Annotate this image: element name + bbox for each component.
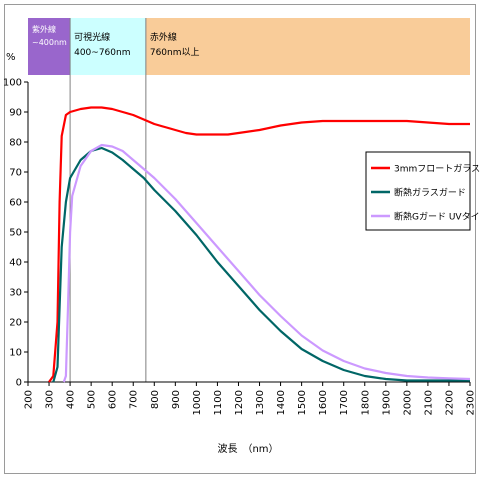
- x-axis-label: 波長 （nm）: [217, 442, 278, 455]
- series-line-0: [48, 106, 470, 383]
- x-tick-label: 1700: [339, 390, 350, 415]
- y-axis-label: %: [6, 52, 16, 63]
- x-tick-label: 1900: [381, 390, 392, 415]
- x-tick-label: 1800: [360, 390, 371, 415]
- x-tick-label: 600: [108, 390, 119, 409]
- y-tick-label: 90: [9, 108, 22, 119]
- legend-label-0: 3mmフロートガラス: [394, 164, 480, 175]
- series-line-1: [52, 146, 470, 383]
- x-tick-label: 900: [171, 390, 182, 409]
- band-0: [28, 18, 71, 75]
- band-1: [70, 18, 146, 75]
- x-tick-label: 2300: [466, 390, 477, 415]
- y-tick-label: 40: [9, 258, 22, 269]
- x-tick-label: 800: [150, 390, 161, 409]
- y-tick-label: 70: [9, 168, 22, 179]
- band-2: [145, 18, 470, 75]
- x-tick-label: 2000: [402, 390, 413, 415]
- band-sub-label-0: ~400nm: [32, 38, 67, 47]
- y-tick-label: 20: [9, 318, 22, 329]
- x-tick-label: 1500: [297, 390, 308, 415]
- x-tick-label: 500: [87, 390, 98, 409]
- x-tick-label: 1600: [318, 390, 329, 415]
- legend-label-1: 断熱ガラスガード: [394, 187, 466, 199]
- x-tick-label: 1400: [276, 390, 287, 415]
- x-tick-label: 1200: [234, 390, 245, 415]
- series-lines: [48, 106, 471, 383]
- y-tick-label: 60: [9, 198, 22, 209]
- x-tick-label: 400: [66, 390, 77, 409]
- x-tick-label: 2200: [444, 390, 455, 415]
- x-tick-label: 1300: [255, 390, 266, 415]
- y-tick-label: 10: [9, 348, 22, 359]
- band-label-1: 可視光線: [74, 31, 110, 43]
- x-tick-label: 300: [45, 390, 56, 409]
- axes: 0 10 20 30 40 50 60 70 80 90 100 200 300 400 500 600 700…: [3, 78, 477, 416]
- x-tick-label: 1100: [213, 390, 224, 415]
- x-tick-label: 1000: [192, 390, 203, 415]
- band-label-2: 赤外線: [150, 31, 177, 43]
- y-tick-label: 30: [9, 288, 22, 299]
- y-tick-label: 100: [3, 78, 22, 89]
- x-tick-label: 200: [24, 390, 35, 409]
- series-line-2: [62, 143, 471, 383]
- wavelength-bands: 紫外線 ~400nm 可視光線 400~760nm 赤外線 760nm以上: [28, 18, 470, 382]
- chart-frame: [4, 4, 476, 474]
- x-tick-label: 2100: [423, 390, 434, 415]
- band-label-0: 紫外線: [32, 24, 56, 34]
- band-sub-label-1: 400~760nm: [74, 48, 130, 58]
- x-tick-label: 700: [129, 390, 140, 409]
- band-sub-label-2: 760nm以上: [150, 47, 200, 58]
- y-tick-label: 80: [9, 138, 22, 149]
- y-tick-label: 50: [9, 228, 22, 239]
- y-tick-label: 0: [16, 378, 22, 389]
- legend-label-2: 断熱Gガード UVタイプ: [394, 211, 480, 223]
